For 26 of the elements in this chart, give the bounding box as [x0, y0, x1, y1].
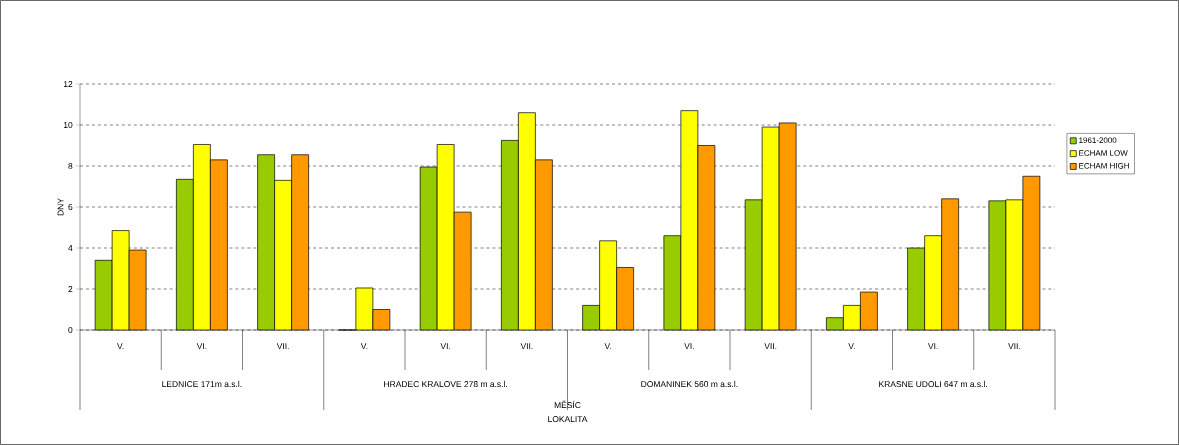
- text: DOMANINEK 560 m a.s.l.: [641, 380, 738, 388]
- x-tick-label: VII.: [520, 343, 533, 350]
- y-tick-label: 6: [68, 204, 73, 210]
- x-tick-label: V.: [360, 343, 368, 350]
- y-axis-title: DNY: [57, 198, 64, 216]
- text: KRASNE UDOLI 647 m a.s.l.: [879, 380, 987, 388]
- y-tick-label: 4: [68, 245, 73, 251]
- x-tick-label: VII.: [276, 343, 289, 350]
- y-tick-label: 12: [63, 81, 73, 87]
- y-tick-label: 0: [68, 327, 73, 333]
- y-tick-label: 10: [63, 122, 73, 128]
- x-tick-label: VI.: [927, 343, 938, 350]
- text: LOKALITA: [548, 416, 588, 423]
- x-tick-label: V.: [848, 343, 855, 350]
- x-tick-label: VII.: [764, 343, 777, 350]
- y-tick-label: 2: [68, 286, 73, 292]
- x-tick-label: VI.: [440, 343, 451, 350]
- text: MĚSÍC: [554, 400, 581, 409]
- x-tick-label: V.: [604, 343, 611, 350]
- text: LEDNICE 171m a.s.l.: [162, 380, 242, 388]
- x-tick-label: V.: [117, 343, 124, 350]
- text: HRADEC KRALOVE 278 m a.s.l.: [384, 380, 507, 388]
- y-tick-label: 8: [68, 163, 73, 169]
- x-tick-label: VI.: [684, 343, 694, 350]
- x-tick-label: VII.: [1008, 343, 1020, 350]
- x-tick-label: VI.: [196, 343, 207, 350]
